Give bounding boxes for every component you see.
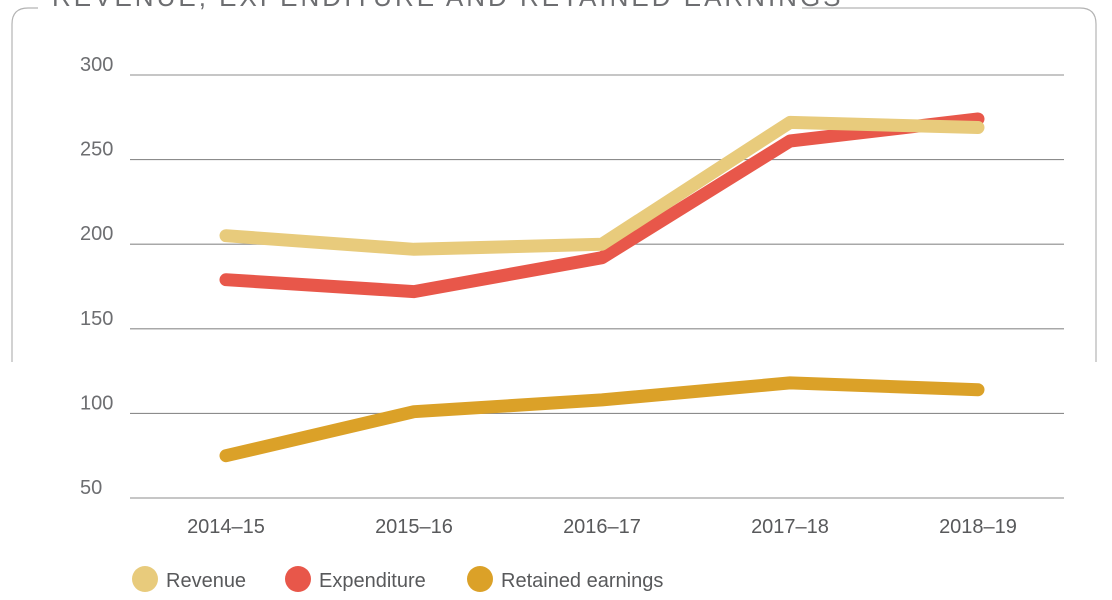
x-tick-label: 2016–17 bbox=[563, 516, 641, 538]
series-line-revenue bbox=[219, 115, 985, 256]
y-tick-label: 200 bbox=[80, 223, 113, 245]
x-tick-label: 2017–18 bbox=[751, 516, 829, 538]
x-axis-ticks: 2014–15 2015–16 2016–17 2017–18 2018–19 bbox=[187, 516, 1017, 538]
legend-label: Expenditure bbox=[319, 570, 426, 592]
y-tick-label: 250 bbox=[80, 139, 113, 161]
legend-swatch bbox=[467, 566, 493, 592]
x-tick-label: 2018–19 bbox=[939, 516, 1017, 538]
chart-title: REVENUE, EXPENDITURE AND RETAINED EARNIN… bbox=[52, 0, 844, 12]
legend-label: Revenue bbox=[166, 570, 246, 592]
series-line-expenditure bbox=[219, 112, 985, 299]
y-tick-label: 300 bbox=[80, 54, 113, 76]
legend: Revenue Expenditure Retained earnings bbox=[132, 566, 663, 592]
x-tick-label: 2014–15 bbox=[187, 516, 265, 538]
y-axis-ticks: 300 250 200 150 100 50 bbox=[80, 54, 113, 499]
panel-border-left bbox=[11, 7, 38, 362]
series-line-retained-earnings bbox=[219, 376, 985, 463]
legend-swatch bbox=[285, 566, 311, 592]
y-tick-label: 100 bbox=[80, 392, 113, 414]
y-tick-label: 150 bbox=[80, 308, 113, 330]
legend-swatch bbox=[132, 566, 158, 592]
series-layer bbox=[219, 112, 985, 463]
x-tick-label: 2015–16 bbox=[375, 516, 453, 538]
legend-label: Retained earnings bbox=[501, 570, 663, 592]
panel-border-right bbox=[802, 7, 1097, 362]
y-tick-label: 50 bbox=[80, 477, 102, 499]
